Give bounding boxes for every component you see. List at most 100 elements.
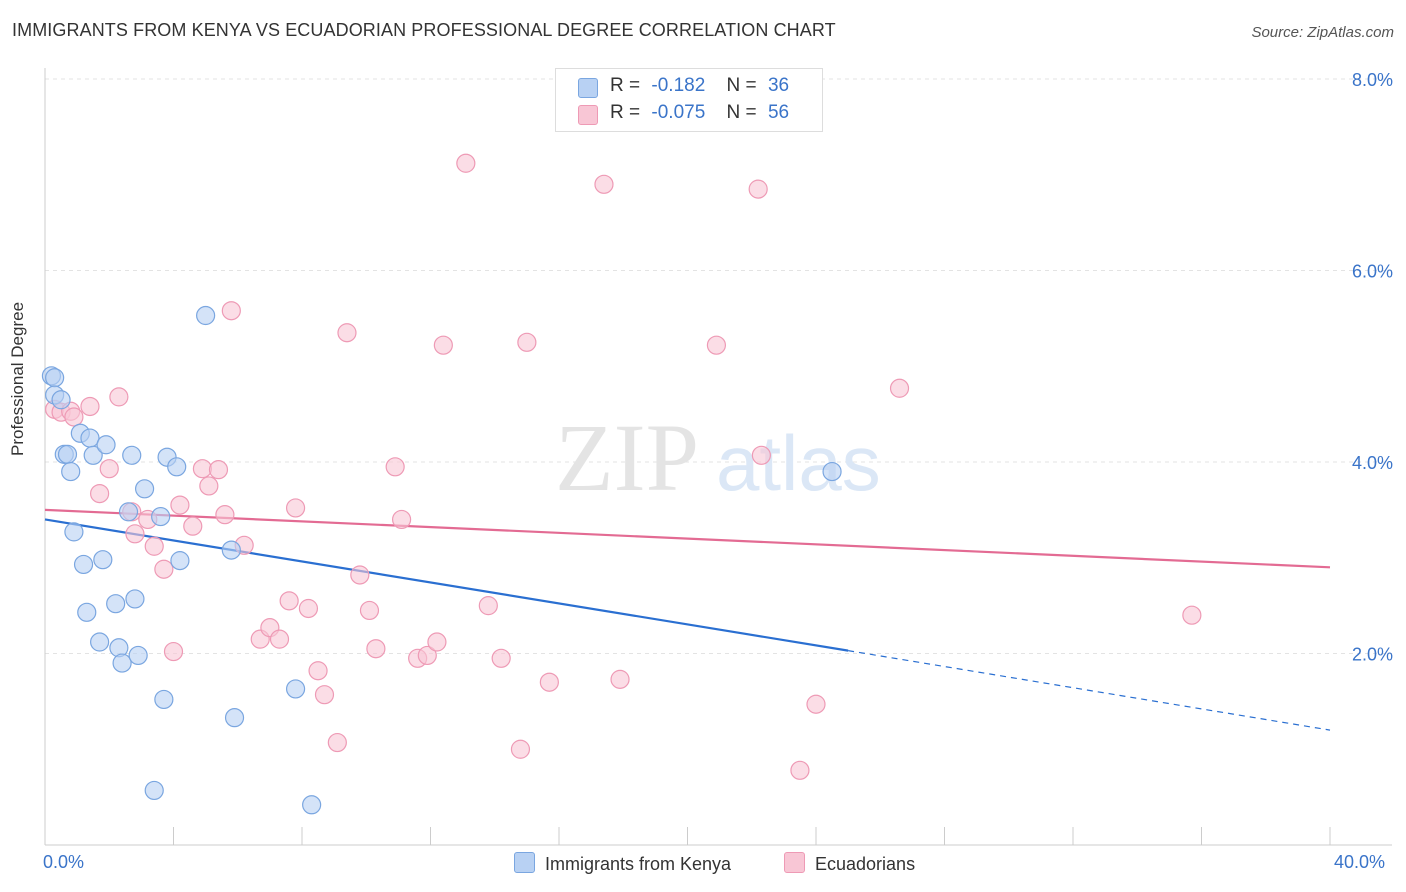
data-point [154, 689, 174, 710]
y-tick-label: 4.0% [1352, 453, 1393, 473]
y-axis-label: Professional Degree [8, 301, 27, 456]
data-point [337, 323, 357, 343]
correlation-legend: R = -0.182 N = 36 R = -0.075 N = 56 [555, 68, 823, 132]
data-points [41, 153, 1202, 815]
data-point [128, 645, 148, 666]
bottom-legend-label: Immigrants from Kenya [545, 854, 732, 874]
chart-title: IMMIGRANTS FROM KENYA VS ECUADORIAN PROF… [12, 20, 836, 40]
data-point [539, 672, 559, 692]
data-point [327, 732, 347, 753]
data-point [109, 387, 129, 407]
data-point [308, 661, 328, 681]
data-point [417, 645, 437, 666]
data-point [748, 179, 768, 199]
data-point [822, 461, 842, 482]
data-point [167, 457, 187, 477]
data-point [196, 305, 216, 326]
data-point [285, 498, 306, 518]
data-point [170, 495, 190, 515]
watermark-atlas: atlas [716, 419, 881, 507]
bottom-legend-kenya: Immigrants from Kenya [514, 852, 731, 875]
bottom-legend-swatch-blue [514, 852, 535, 873]
bottom-legend-swatch-pink [784, 852, 805, 873]
data-point [45, 368, 65, 388]
legend-text: R = -0.182 N = 36 [610, 75, 789, 97]
data-point [510, 739, 531, 759]
y-tick-label: 2.0% [1352, 645, 1393, 665]
data-point [99, 459, 119, 479]
legend-swatch-blue [578, 78, 598, 98]
data-point [73, 554, 94, 575]
data-point [192, 459, 213, 479]
data-point [391, 509, 412, 530]
data-point [199, 476, 219, 496]
data-point [427, 632, 447, 652]
data-point [64, 407, 84, 427]
data-point [80, 428, 100, 448]
legend-r-value: -0.075 [651, 102, 706, 123]
data-point [215, 505, 235, 525]
data-point [51, 390, 71, 410]
data-point [517, 332, 537, 352]
data-point [478, 596, 498, 616]
data-point [163, 641, 184, 662]
legend-text: R = -0.075 N = 56 [610, 102, 789, 124]
data-point [80, 396, 100, 417]
trendlines [44, 508, 1331, 731]
data-point [594, 174, 614, 194]
data-point [302, 795, 322, 815]
data-point [106, 594, 126, 614]
data-point [491, 648, 511, 668]
data-point [790, 760, 810, 780]
legend-swatch-pink [578, 105, 598, 125]
data-point [298, 598, 319, 619]
data-point [208, 460, 229, 480]
data-point [221, 301, 241, 321]
data-point [224, 708, 245, 728]
data-point [151, 506, 171, 527]
data-point [314, 685, 335, 705]
data-point [279, 591, 299, 611]
data-point [285, 679, 306, 699]
data-point [433, 335, 453, 355]
data-point [57, 444, 78, 464]
data-point [122, 445, 142, 465]
data-point [154, 559, 174, 579]
data-point [359, 600, 380, 621]
data-point [456, 153, 476, 173]
data-point [170, 551, 190, 571]
data-point [706, 335, 727, 355]
data-point [125, 524, 145, 544]
y-tick-label: 8.0% [1352, 70, 1393, 90]
data-point [134, 479, 155, 499]
y-tick-labels: 2.0% 4.0% 6.0% 8.0% [1352, 70, 1393, 665]
y-tick-label: 6.0% [1352, 262, 1393, 282]
data-point [125, 589, 145, 609]
legend-n-value: 36 [767, 75, 790, 96]
data-point [610, 669, 630, 689]
data-point [77, 602, 97, 622]
watermark: ZIP atlas [555, 404, 881, 511]
bottom-legend-label: Ecuadorians [815, 854, 916, 874]
data-point [751, 445, 771, 465]
x-tick-label-max: 40.0% [1334, 852, 1386, 872]
legend-r-value: -0.182 [651, 75, 706, 96]
legend-r-label: R = [610, 102, 641, 123]
legend-n-value: 56 [767, 102, 790, 123]
data-point [385, 457, 405, 477]
data-point [96, 435, 116, 455]
data-point [1182, 605, 1202, 625]
data-point [144, 780, 164, 801]
trendline-kenya [44, 518, 849, 652]
trendline-ecuadorians [44, 508, 1331, 569]
source-label: Source: ZipAtlas.com [1251, 24, 1394, 41]
bottom-legend-ecuadorians: Ecuadorians [784, 852, 915, 875]
data-point [61, 461, 81, 482]
data-point [269, 629, 290, 649]
data-point [90, 483, 110, 504]
data-point [64, 522, 84, 542]
data-point [366, 639, 386, 659]
data-point [112, 653, 132, 673]
data-point [118, 502, 139, 522]
